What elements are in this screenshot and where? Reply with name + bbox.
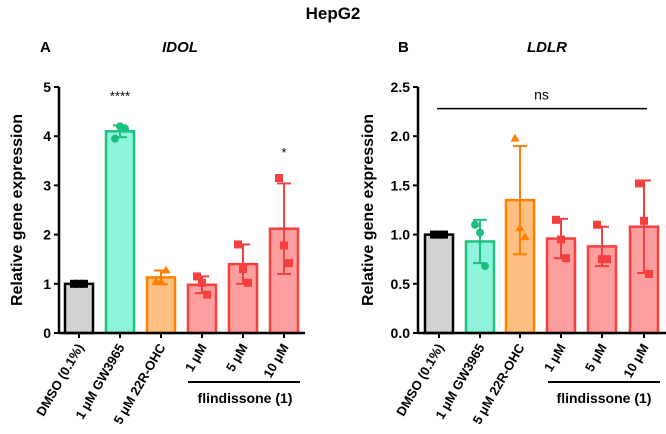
data-point <box>520 232 530 241</box>
data-point <box>239 265 247 274</box>
y-tick-label: 1.5 <box>391 177 411 193</box>
data-point <box>476 228 484 237</box>
data-point <box>645 269 653 278</box>
group-label: flindissone (1) <box>198 390 293 406</box>
x-tick-label: 10 μM <box>260 341 291 380</box>
data-point <box>70 279 78 288</box>
data-point <box>603 255 611 264</box>
panel-label: A <box>40 39 51 56</box>
data-point <box>640 216 648 225</box>
data-point <box>203 290 211 299</box>
significance-label: **** <box>110 88 130 103</box>
panel-title: IDOL <box>162 39 198 56</box>
y-tick-label: 2.0 <box>391 128 411 144</box>
data-point <box>121 124 129 133</box>
data-point <box>440 230 448 239</box>
ns-label: ns <box>534 87 549 103</box>
data-point <box>244 278 252 287</box>
y-tick-label: 0.5 <box>391 276 411 292</box>
data-point <box>481 262 489 271</box>
data-point <box>635 179 643 188</box>
y-tick-label: 1 <box>43 276 51 292</box>
data-point <box>75 279 83 288</box>
data-point <box>234 240 242 249</box>
x-tick-label: 1 μM <box>182 341 210 374</box>
y-tick-label: 2.5 <box>391 79 411 95</box>
data-point <box>280 241 288 250</box>
panel-title: LDLR <box>527 39 567 56</box>
data-point <box>156 276 166 285</box>
x-tick-label: 10 μM <box>620 341 651 380</box>
y-tick-label: 0.0 <box>391 325 411 341</box>
bar <box>423 233 455 335</box>
data-point <box>593 220 601 229</box>
y-tick-label: 2 <box>43 227 51 243</box>
data-point <box>193 272 201 281</box>
x-tick-label: 1 μM <box>541 341 569 374</box>
y-axis-label: Relative gene expression <box>360 114 377 306</box>
data-point <box>435 230 443 239</box>
y-tick-label: 3 <box>43 177 51 193</box>
data-point <box>111 134 119 143</box>
panel-label: B <box>398 39 409 56</box>
chart-title: HepG2 <box>306 4 361 23</box>
data-point <box>557 235 565 244</box>
data-point <box>515 223 525 232</box>
data-point <box>430 230 438 239</box>
x-tick-label: 5 μM <box>223 341 251 374</box>
data-point <box>510 133 520 142</box>
group-label: flindissone (1) <box>557 390 652 406</box>
bar <box>145 276 177 335</box>
significance-label: * <box>281 145 286 160</box>
data-point <box>552 215 560 224</box>
data-point <box>562 254 570 263</box>
y-tick-label: 0 <box>43 325 51 341</box>
bar <box>104 130 136 335</box>
y-tick-label: 4 <box>43 128 51 144</box>
y-axis-label: Relative gene expression <box>9 114 26 306</box>
data-point <box>80 279 88 288</box>
data-point <box>275 174 283 183</box>
data-point <box>161 265 171 274</box>
data-point <box>471 220 479 229</box>
y-tick-label: 5 <box>43 79 51 95</box>
y-tick-label: 1.0 <box>391 227 411 243</box>
bar <box>63 282 95 335</box>
bar <box>628 225 660 335</box>
data-point <box>598 255 606 264</box>
data-point <box>285 259 293 268</box>
data-point <box>198 278 206 287</box>
x-tick-label: 5 μM <box>582 341 610 374</box>
